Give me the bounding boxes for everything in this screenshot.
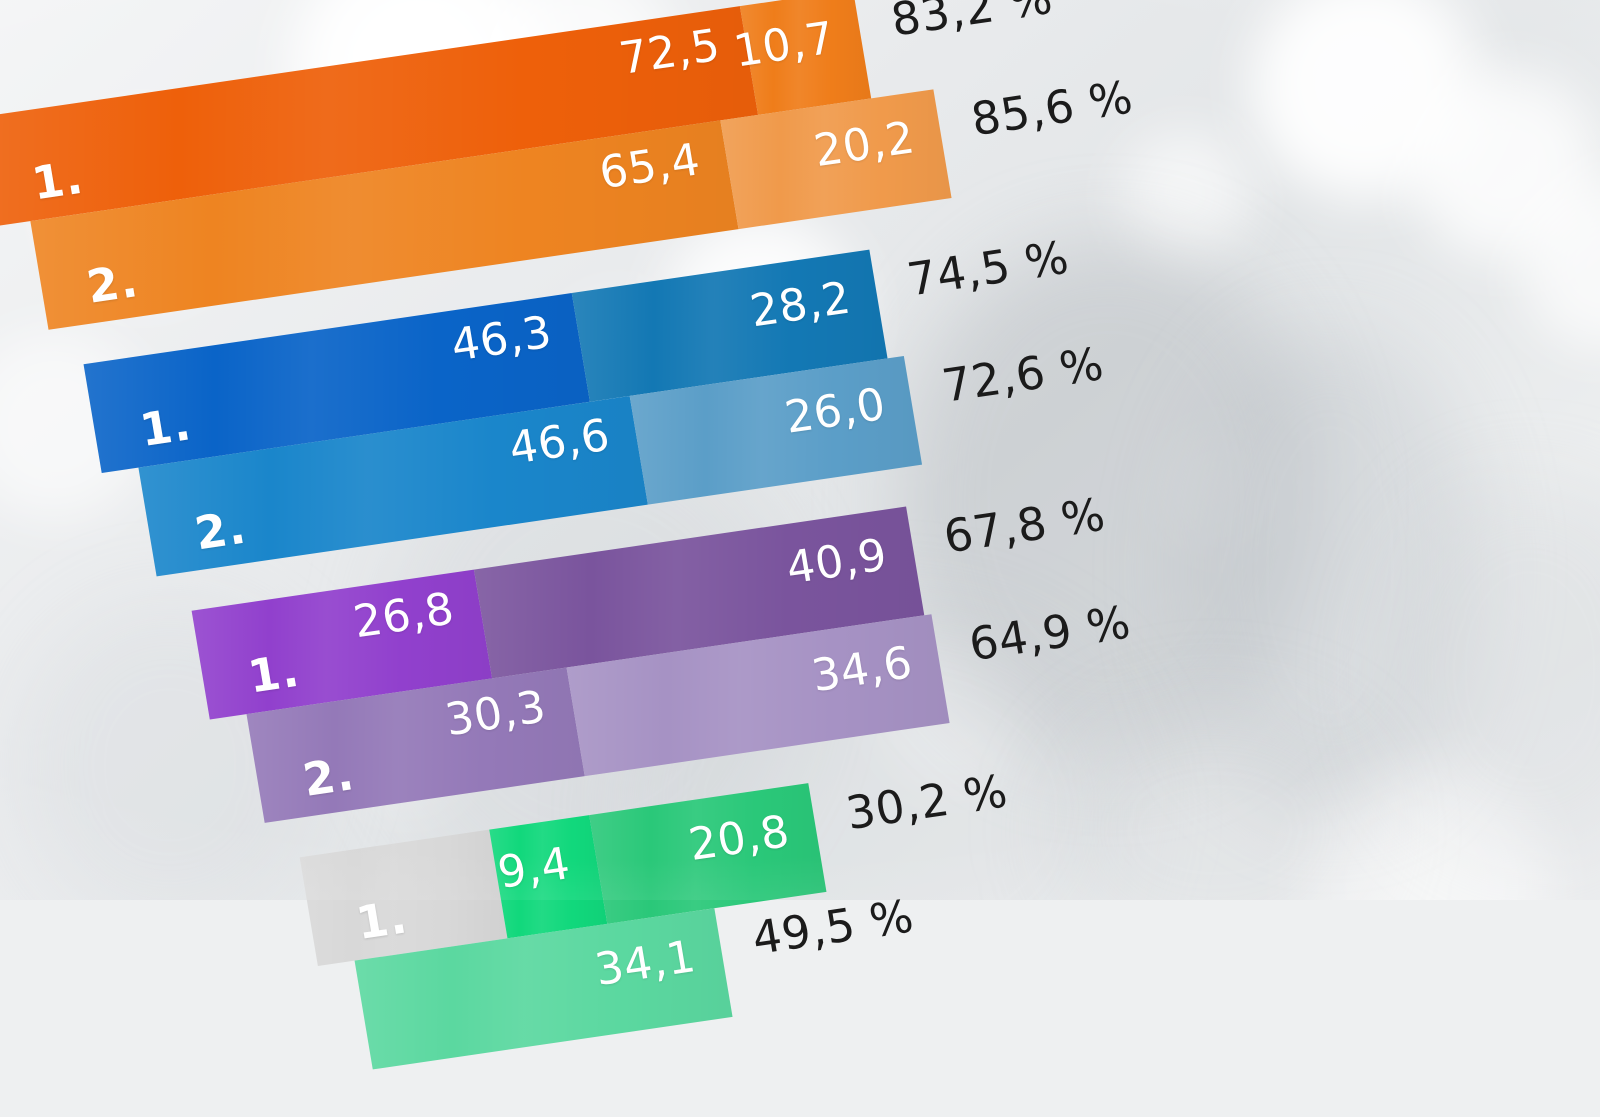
segment-value-label: 34,1: [591, 930, 700, 997]
bar-segment[interactable]: 20,8: [588, 783, 827, 924]
segment-value-label: 20,2: [810, 112, 919, 178]
segment-value-label: 26,0: [781, 378, 890, 444]
bar-total-percent-label: 83,2 %: [887, 0, 1057, 48]
segment-value-label: 10,7: [730, 12, 839, 78]
segment-value-label: 9,4: [494, 837, 574, 900]
bar-rank-label: 2.: [191, 501, 251, 561]
segment-value-label: 30,3: [441, 681, 550, 747]
segment-value-label: 20,8: [685, 805, 794, 872]
bar-total-percent-label: 64,9 %: [965, 596, 1135, 672]
bar-total-percent-label: 74,5 %: [903, 231, 1073, 308]
bar-rank-label: 2.: [299, 748, 359, 808]
bar-total-percent-label: 49,5 %: [748, 890, 918, 966]
segment-value-label: 65,4: [595, 134, 704, 200]
segment-value-label: 28,2: [746, 272, 855, 338]
segment-value-label: 46,3: [447, 307, 556, 373]
bar-segment[interactable]: 9,4: [489, 815, 607, 939]
bar-rank-label: 1.: [244, 644, 304, 704]
bar-rank-label: 2.: [83, 254, 143, 315]
bar-total-percent-label: 72,6 %: [938, 338, 1108, 414]
bar-total-percent-label: 30,2 %: [842, 765, 1012, 841]
bar-segment[interactable]: 10,7: [730, 0, 872, 115]
bar-rank-label: 1.: [136, 398, 196, 458]
segment-value-label: 72,5: [615, 20, 724, 86]
segment-value-label: 40,9: [782, 529, 891, 595]
bar-rank-label: 1.: [352, 891, 412, 951]
chart-plate: 72,5 10,7 1. 83,2 % 65,4 20,2 2. 85,6 % 46,3 28,2…: [0, 0, 1137, 1070]
segment-value-label: 26,8: [349, 583, 459, 649]
bar-total-percent-label: 85,6 %: [967, 71, 1137, 147]
segment-value-label: 34,6: [808, 637, 917, 703]
bar-total-percent-label: 67,8 %: [940, 488, 1110, 565]
bar-rank-label: 1.: [28, 151, 88, 211]
segment-value-label: 46,6: [505, 409, 614, 476]
